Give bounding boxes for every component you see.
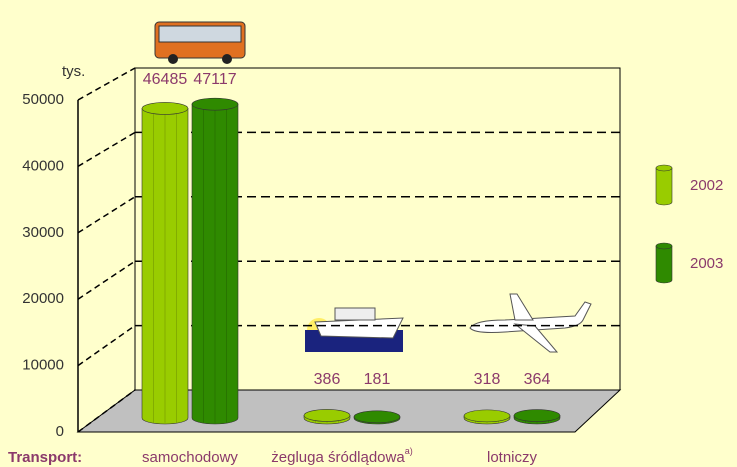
legend-label: 2003 (690, 255, 723, 272)
bus-icon (155, 22, 245, 64)
legend-swatch (656, 165, 672, 205)
footnote-mark: a) (405, 446, 413, 456)
ship-deck (335, 308, 375, 320)
ship-hull (315, 318, 403, 338)
legend-cylinder-top (656, 243, 672, 249)
value-label: 318 (474, 371, 501, 388)
x-tick-label: żegluga śródlądowaa) (271, 446, 412, 466)
y-tick-label: 30000 (22, 224, 64, 241)
legend-cylinder (656, 168, 672, 205)
category-name: samochodowy (142, 449, 238, 466)
page: tys. Transport: 0 10000 20000 30000 40000 500… (0, 0, 737, 467)
value-label: 386 (314, 371, 341, 388)
bar (304, 409, 350, 424)
bar (142, 102, 188, 424)
bus-wheel (168, 54, 178, 64)
value-label: 181 (364, 371, 391, 388)
y-tick-label: 50000 (22, 91, 64, 108)
legend-cylinder (656, 246, 672, 283)
bus-wheel (222, 54, 232, 64)
legend-label: 2002 (690, 177, 723, 194)
y-tick-label: 10000 (22, 357, 64, 374)
x-axis-label: Transport: (8, 449, 82, 466)
bar-top (142, 102, 188, 114)
bar-top (514, 410, 560, 422)
category-name: lotniczy (487, 449, 538, 466)
y-tick-label: 20000 (22, 290, 64, 307)
bar (354, 411, 400, 424)
y-axis-label: tys. (62, 63, 85, 80)
bus-windows (159, 26, 241, 42)
bar-top (192, 98, 238, 110)
legend-swatch (656, 243, 672, 283)
x-tick-label: samochodowy (142, 449, 238, 466)
legend-cylinder-top (656, 165, 672, 171)
value-label: 364 (524, 371, 551, 388)
value-label: 46485 (143, 71, 188, 88)
value-label: 47117 (193, 71, 236, 88)
bar (464, 410, 510, 424)
bar-top (464, 410, 510, 422)
x-tick-label: lotniczy (487, 449, 538, 466)
y-tick-label: 40000 (22, 157, 64, 174)
bar-top (354, 411, 400, 423)
bar-top (304, 409, 350, 421)
category-name: żegluga śródlądowa (271, 449, 405, 466)
bar (192, 98, 238, 424)
chart: tys. Transport: 0 10000 20000 30000 40000 500… (0, 0, 737, 467)
y-tick-label: 0 (56, 423, 64, 440)
bar (514, 410, 560, 424)
